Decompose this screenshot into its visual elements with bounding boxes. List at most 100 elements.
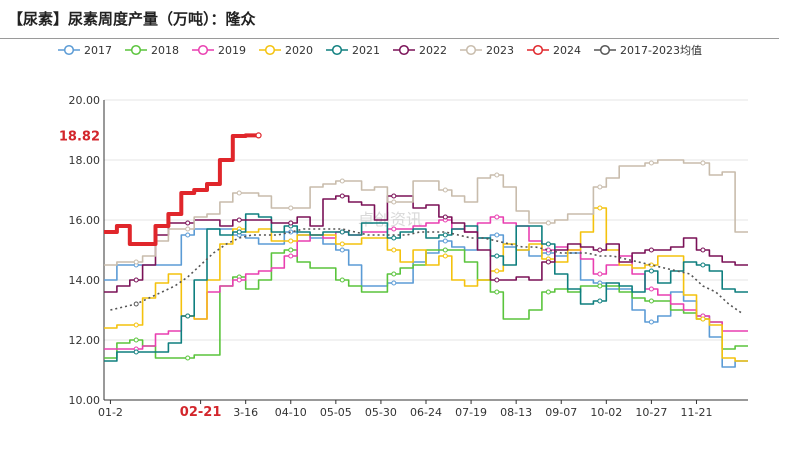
legend-marker-icon bbox=[58, 44, 80, 56]
data-point bbox=[391, 271, 397, 277]
data-point bbox=[648, 247, 654, 253]
data-point bbox=[185, 313, 191, 319]
latest-value-label: 18.82 bbox=[59, 129, 100, 144]
data-point bbox=[185, 220, 191, 226]
x-tick-label: 3-16 bbox=[233, 406, 258, 419]
legend-label: 2022 bbox=[419, 43, 447, 57]
data-point bbox=[339, 229, 345, 235]
legend-item-2019[interactable]: 2019 bbox=[192, 44, 246, 57]
legend-label: 2017-2023均值 bbox=[620, 44, 702, 57]
series-line-2024 bbox=[104, 133, 259, 246]
y-tick-label: 18.00 bbox=[69, 154, 101, 167]
data-point bbox=[391, 235, 397, 241]
y-tick-label: 14.00 bbox=[69, 274, 101, 287]
data-point bbox=[597, 205, 603, 211]
data-point bbox=[339, 247, 345, 253]
data-point bbox=[442, 187, 448, 193]
x-tick-label: 11-21 bbox=[680, 406, 712, 419]
data-point bbox=[597, 247, 603, 253]
legend-item-2022[interactable]: 2022 bbox=[393, 44, 447, 57]
legend-label: 2018 bbox=[151, 43, 179, 57]
data-point bbox=[442, 232, 448, 238]
data-point bbox=[133, 301, 139, 307]
data-point bbox=[442, 238, 448, 244]
data-point bbox=[442, 253, 448, 259]
legend-item-2021[interactable]: 2021 bbox=[326, 44, 380, 57]
title-divider bbox=[0, 38, 779, 39]
x-tick-label: 06-24 bbox=[410, 406, 442, 419]
x-tick-label: 10-27 bbox=[635, 406, 667, 419]
data-point bbox=[545, 289, 551, 295]
series-line-2021 bbox=[104, 213, 748, 362]
data-point bbox=[391, 280, 397, 286]
x-tick-label: 07-19 bbox=[455, 406, 487, 419]
data-point bbox=[648, 268, 654, 274]
x-tick-label: 05-05 bbox=[320, 406, 352, 419]
series-line-2017 bbox=[104, 228, 748, 368]
data-point bbox=[391, 193, 397, 199]
data-point bbox=[288, 238, 294, 244]
data-point bbox=[494, 289, 500, 295]
data-point bbox=[648, 160, 654, 166]
data-point bbox=[185, 232, 191, 238]
y-tick-label: 20.00 bbox=[69, 94, 101, 107]
data-point bbox=[133, 349, 139, 355]
series-line-2019 bbox=[104, 216, 748, 350]
data-point bbox=[648, 286, 654, 292]
data-point bbox=[494, 253, 500, 259]
legend-item-2024[interactable]: 2024 bbox=[527, 44, 581, 57]
data-point bbox=[442, 247, 448, 253]
data-point bbox=[133, 337, 139, 343]
data-point bbox=[236, 217, 242, 223]
legend-item-2018[interactable]: 2018 bbox=[125, 44, 179, 57]
legend-marker-icon bbox=[259, 44, 281, 56]
x-tick-label: 02-21 bbox=[180, 405, 222, 420]
legend-marker-icon bbox=[393, 44, 415, 56]
series-line-2020 bbox=[104, 207, 748, 362]
data-point bbox=[339, 241, 345, 247]
series-line-2023 bbox=[104, 159, 748, 266]
data-point bbox=[597, 283, 603, 289]
data-point bbox=[700, 160, 706, 166]
x-tick-label: 08-13 bbox=[500, 406, 532, 419]
x-tick-label: 09-07 bbox=[545, 406, 577, 419]
data-point bbox=[339, 277, 345, 283]
data-point bbox=[700, 262, 706, 268]
data-point bbox=[648, 319, 654, 325]
data-point bbox=[133, 259, 139, 265]
legend-item-avg[interactable]: 2017-2023均值 bbox=[594, 42, 702, 58]
data-point bbox=[288, 205, 294, 211]
data-point bbox=[648, 298, 654, 304]
data-point bbox=[494, 277, 500, 283]
legend-marker-icon bbox=[527, 44, 549, 56]
x-tick-label: 04-10 bbox=[275, 406, 307, 419]
legend-item-2020[interactable]: 2020 bbox=[259, 44, 313, 57]
legend-label: 2024 bbox=[553, 43, 581, 57]
legend-item-2023[interactable]: 2023 bbox=[460, 44, 514, 57]
legend-item-2017[interactable]: 2017 bbox=[58, 44, 112, 57]
data-point bbox=[185, 355, 191, 361]
latest-point bbox=[255, 132, 262, 139]
data-point bbox=[236, 229, 242, 235]
legend: 2017 2018 2019 2020 2021 2022 2023 2024 2017-202… bbox=[58, 43, 715, 57]
legend-marker-icon bbox=[326, 44, 348, 56]
data-point bbox=[597, 271, 603, 277]
legend-marker-icon bbox=[192, 44, 214, 56]
y-tick-label: 16.00 bbox=[69, 214, 101, 227]
data-point bbox=[391, 247, 397, 253]
data-point bbox=[339, 193, 345, 199]
legend-label: 2021 bbox=[352, 43, 380, 57]
data-point bbox=[494, 268, 500, 274]
x-tick-label: 10-02 bbox=[590, 406, 622, 419]
data-point bbox=[700, 316, 706, 322]
data-point bbox=[133, 277, 139, 283]
data-point bbox=[288, 253, 294, 259]
series-line-2022 bbox=[104, 195, 748, 293]
data-point bbox=[545, 259, 551, 265]
data-point bbox=[391, 199, 397, 205]
data-point bbox=[442, 214, 448, 220]
data-point bbox=[494, 232, 500, 238]
legend-label: 2019 bbox=[218, 43, 246, 57]
x-tick-label: 01-2 bbox=[98, 406, 123, 419]
